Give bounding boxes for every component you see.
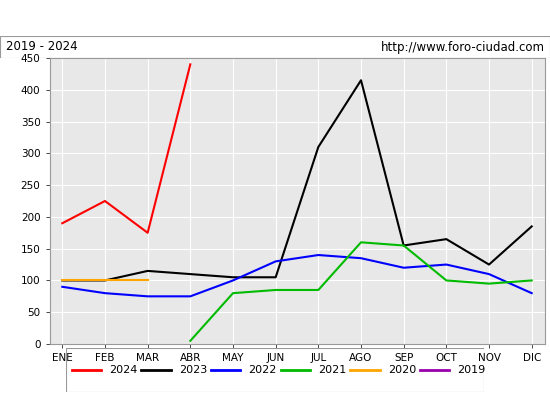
Text: 2019 - 2024: 2019 - 2024 (6, 40, 77, 54)
Text: 2023: 2023 (179, 365, 207, 375)
Text: 2024: 2024 (109, 365, 138, 375)
Text: 2021: 2021 (318, 365, 346, 375)
Text: 2022: 2022 (249, 365, 277, 375)
Text: 2020: 2020 (388, 365, 416, 375)
Text: Evolucion Nº Turistas Nacionales en el municipio de Vilabella: Evolucion Nº Turistas Nacionales en el m… (52, 10, 498, 26)
Text: http://www.foro-ciudad.com: http://www.foro-ciudad.com (381, 40, 544, 54)
Text: 2019: 2019 (458, 365, 486, 375)
